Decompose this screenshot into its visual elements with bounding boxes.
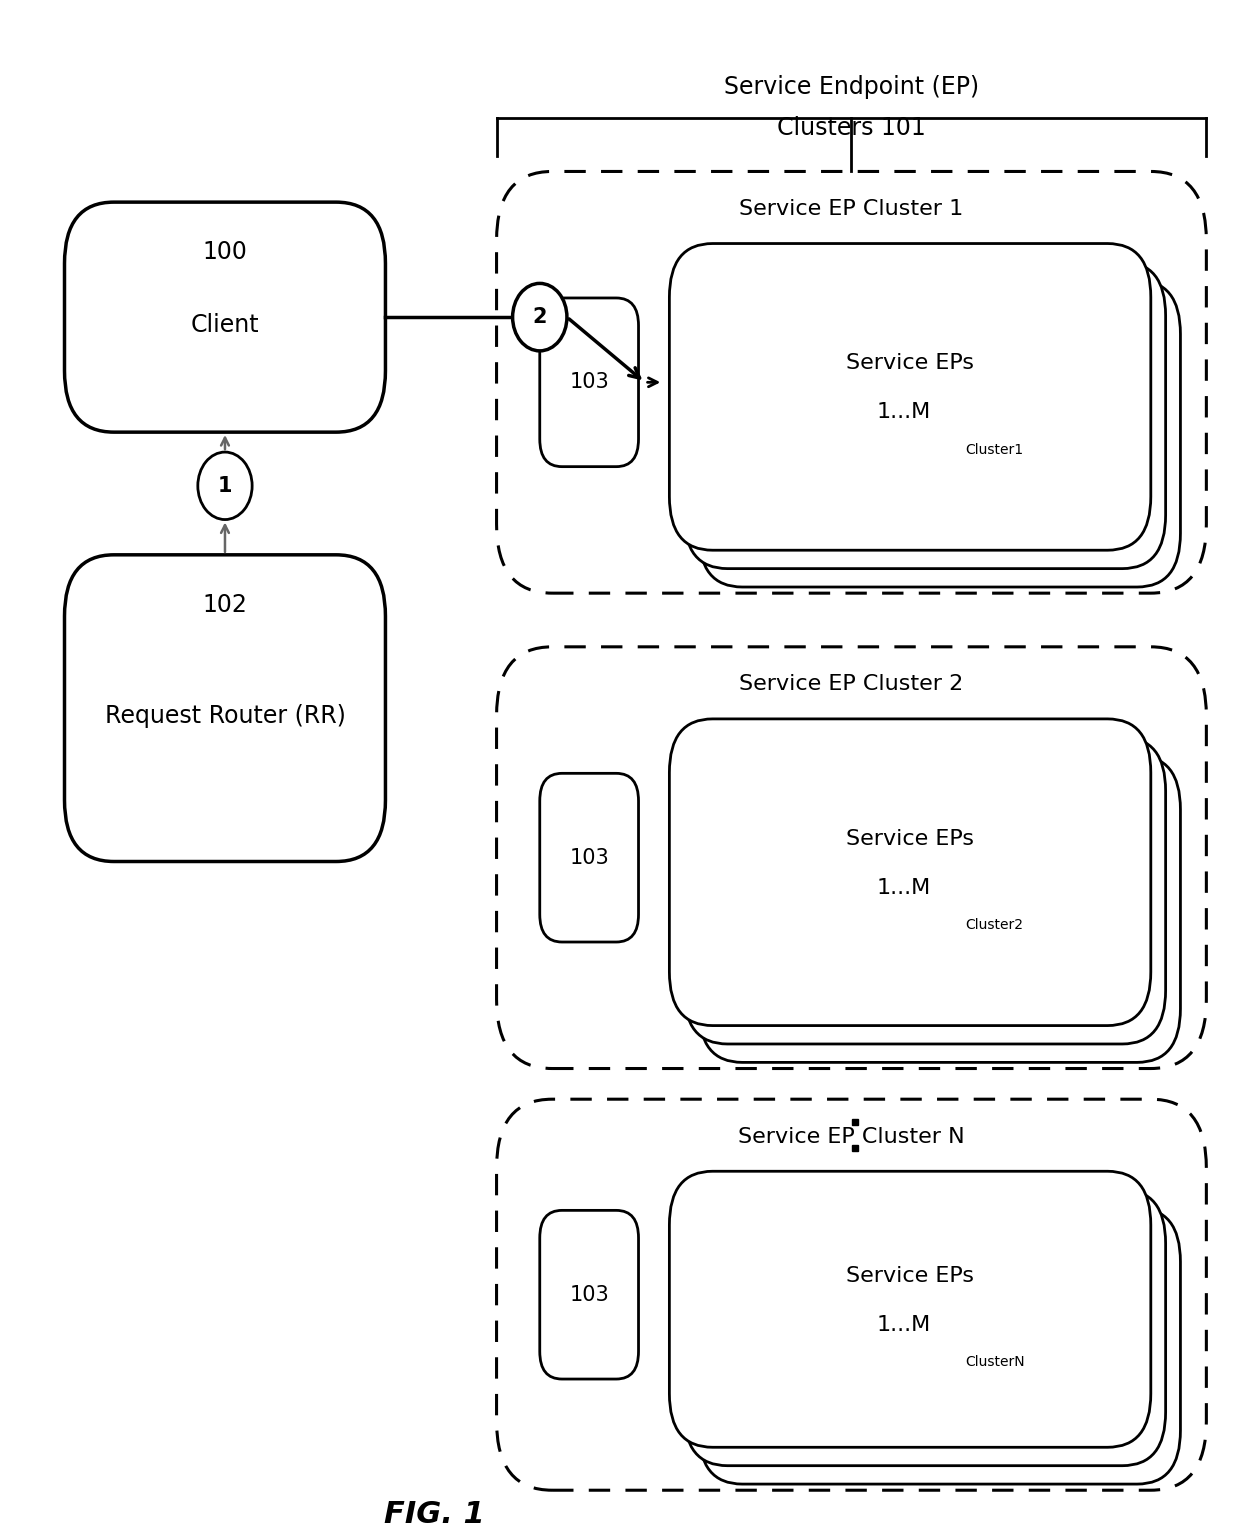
FancyBboxPatch shape [670, 1171, 1151, 1447]
FancyBboxPatch shape [496, 171, 1207, 593]
FancyBboxPatch shape [670, 719, 1151, 1025]
FancyBboxPatch shape [684, 737, 1166, 1043]
Text: 1...M: 1...M [877, 1314, 931, 1334]
Text: FIG. 1: FIG. 1 [384, 1499, 485, 1528]
FancyBboxPatch shape [539, 1210, 639, 1379]
Text: Service EPs: Service EPs [846, 352, 975, 372]
Text: 103: 103 [569, 1285, 609, 1305]
FancyBboxPatch shape [699, 1208, 1180, 1484]
Text: Cluster1: Cluster1 [966, 443, 1024, 457]
Text: 100: 100 [202, 240, 248, 265]
Text: Service EPs: Service EPs [846, 1265, 975, 1285]
Text: 102: 102 [202, 593, 248, 617]
Circle shape [198, 452, 252, 520]
FancyBboxPatch shape [699, 280, 1180, 586]
Text: ClusterN: ClusterN [966, 1356, 1025, 1370]
Text: 103: 103 [569, 848, 609, 868]
FancyBboxPatch shape [670, 243, 1151, 551]
FancyBboxPatch shape [496, 646, 1207, 1068]
Text: Service EP Cluster N: Service EP Cluster N [738, 1127, 965, 1147]
FancyBboxPatch shape [496, 1099, 1207, 1490]
Circle shape [512, 283, 567, 351]
Text: 1: 1 [218, 476, 232, 496]
Text: Request Router (RR): Request Router (RR) [104, 703, 346, 728]
Text: Service EPs: Service EPs [846, 828, 975, 848]
FancyBboxPatch shape [699, 756, 1180, 1062]
Text: 2: 2 [532, 308, 547, 328]
FancyBboxPatch shape [539, 773, 639, 942]
FancyBboxPatch shape [539, 299, 639, 466]
Text: 1...M: 1...M [877, 402, 931, 422]
Text: Service EP Cluster 1: Service EP Cluster 1 [739, 199, 963, 219]
Text: 1...M: 1...M [877, 877, 931, 897]
FancyBboxPatch shape [64, 202, 386, 432]
Text: Cluster2: Cluster2 [966, 919, 1024, 933]
Text: Client: Client [191, 312, 259, 337]
FancyBboxPatch shape [684, 1190, 1166, 1465]
Text: Service EP Cluster 2: Service EP Cluster 2 [739, 674, 963, 694]
FancyBboxPatch shape [64, 556, 386, 862]
FancyBboxPatch shape [684, 262, 1166, 568]
Text: Clusters 101: Clusters 101 [777, 117, 926, 140]
Text: Service Endpoint (EP): Service Endpoint (EP) [724, 75, 980, 100]
Text: 103: 103 [569, 372, 609, 392]
